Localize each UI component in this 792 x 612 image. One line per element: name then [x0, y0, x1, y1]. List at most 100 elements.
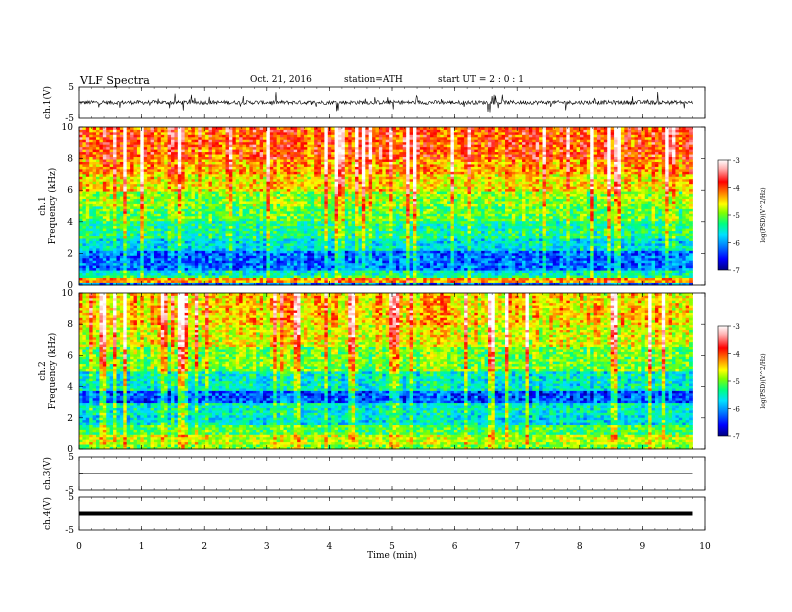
spectrogram-cell — [266, 262, 271, 266]
spectrogram-cell — [92, 144, 97, 148]
spectrogram-cell — [160, 255, 165, 259]
spectrogram-cell — [153, 156, 158, 160]
spectrogram-cell — [218, 171, 223, 175]
spectrogram-cell — [249, 134, 254, 138]
spectrogram-cell — [171, 280, 175, 283]
spectrogram-cell — [242, 280, 247, 283]
spectrogram-cell — [293, 238, 298, 241]
spectrogram-cell — [263, 250, 267, 254]
spectrogram-cell — [92, 280, 97, 283]
spectrogram-cell — [102, 171, 107, 175]
spectrogram-cell — [297, 265, 301, 269]
spectrogram-cell — [177, 257, 182, 261]
spectrogram-cell — [331, 220, 336, 224]
spectrogram-cell — [225, 173, 230, 177]
spectrogram-cell — [89, 208, 94, 212]
spectrogram-cell — [174, 129, 179, 133]
spectrogram-cell — [303, 164, 308, 167]
spectrogram-cell — [334, 186, 339, 190]
spectrogram-cell — [119, 156, 124, 160]
spectrogram-cell — [205, 181, 209, 185]
spectrogram-cell — [259, 210, 264, 214]
spectrogram-cell — [239, 280, 243, 283]
spectrogram-cell — [164, 265, 169, 269]
spectrogram-cell — [153, 228, 158, 232]
spectrogram-cell — [119, 250, 124, 254]
spectrogram-cell — [211, 166, 216, 170]
spectrogram-cell — [205, 164, 209, 167]
spectrogram-cell — [222, 127, 226, 130]
spectrogram-cell — [130, 243, 134, 246]
spectrogram-cell — [211, 220, 216, 224]
spectrogram-cell — [106, 164, 111, 167]
spectrogram-cell — [123, 141, 128, 145]
spectrogram-cell — [331, 250, 336, 254]
spectrogram-cell — [297, 193, 301, 197]
spectrogram-cell — [242, 210, 247, 214]
spectrogram-cell — [307, 252, 312, 256]
spectrogram-cell — [218, 181, 223, 185]
spectrogram-cell — [194, 277, 199, 281]
spectrogram-cell — [249, 262, 254, 266]
spectrogram-cell — [109, 208, 114, 212]
spectrogram-cell — [280, 267, 284, 271]
spectrogram-cell — [252, 139, 257, 143]
spectrogram-cell — [252, 161, 257, 165]
spectrogram-cell — [269, 272, 274, 276]
spectrogram-cell — [307, 282, 312, 286]
spectrogram-cell — [235, 131, 240, 135]
spectrogram-cell — [123, 238, 128, 241]
spectrogram-cell — [249, 129, 254, 133]
spectrogram-cell — [136, 144, 141, 148]
spectrogram-cell — [249, 220, 254, 224]
spectrogram-cell — [85, 144, 90, 148]
spectrogram-cell — [126, 225, 131, 229]
spectrogram-cell — [181, 233, 186, 237]
spectrogram-cell — [126, 144, 131, 148]
spectrogram-cell — [290, 235, 295, 239]
spectrogram-cell — [150, 186, 155, 190]
spectrogram-cell — [188, 270, 192, 274]
spectrogram-cell — [188, 201, 192, 204]
spectrogram-cell — [143, 260, 148, 264]
spectrogram-cell — [150, 134, 155, 138]
spectrogram-cell — [157, 277, 162, 281]
spectrogram-cell — [266, 193, 271, 197]
spectrogram-cell — [188, 151, 192, 155]
spectrogram-cell — [269, 193, 274, 197]
spectrogram-cell — [136, 161, 141, 165]
spectrogram-cell — [184, 168, 189, 172]
spectrogram-cell — [208, 168, 213, 172]
spectrogram-cell — [184, 257, 189, 261]
spectrogram-cell — [303, 208, 308, 212]
spectrogram-cell — [297, 233, 301, 237]
spectrogram-cell — [201, 129, 206, 133]
spectrogram-cell — [222, 243, 226, 246]
spectrogram-cell — [79, 262, 83, 266]
spectrogram-cell — [228, 213, 233, 217]
spectrogram-cell — [276, 243, 281, 246]
spectrogram-cell — [303, 191, 308, 195]
spectrogram-cell — [109, 149, 114, 153]
spectrogram-cell — [286, 201, 291, 204]
spectrogram-cell — [184, 270, 189, 274]
spectrogram-cell — [164, 193, 169, 197]
spectrogram-cell — [85, 243, 90, 246]
spectrogram-cell — [239, 164, 243, 167]
spectrogram-cell — [130, 218, 134, 222]
spectrogram-cell — [130, 164, 134, 167]
spectrogram-cell — [239, 176, 243, 180]
spectrogram-cell — [147, 213, 151, 217]
spectrogram-cell — [174, 206, 179, 209]
spectrogram-cell — [324, 144, 329, 148]
spectrogram-cell — [194, 154, 199, 158]
spectrogram-cell — [276, 265, 281, 269]
spectrogram-cell — [320, 247, 325, 251]
spectrogram-cell — [293, 141, 298, 145]
spectrogram-cell — [147, 151, 151, 155]
spectrogram-cell — [184, 228, 189, 232]
spectrogram-cell — [143, 225, 148, 229]
spectrogram-cell — [280, 127, 284, 130]
spectrogram-cell — [157, 247, 162, 251]
spectrogram-cell — [177, 191, 182, 195]
